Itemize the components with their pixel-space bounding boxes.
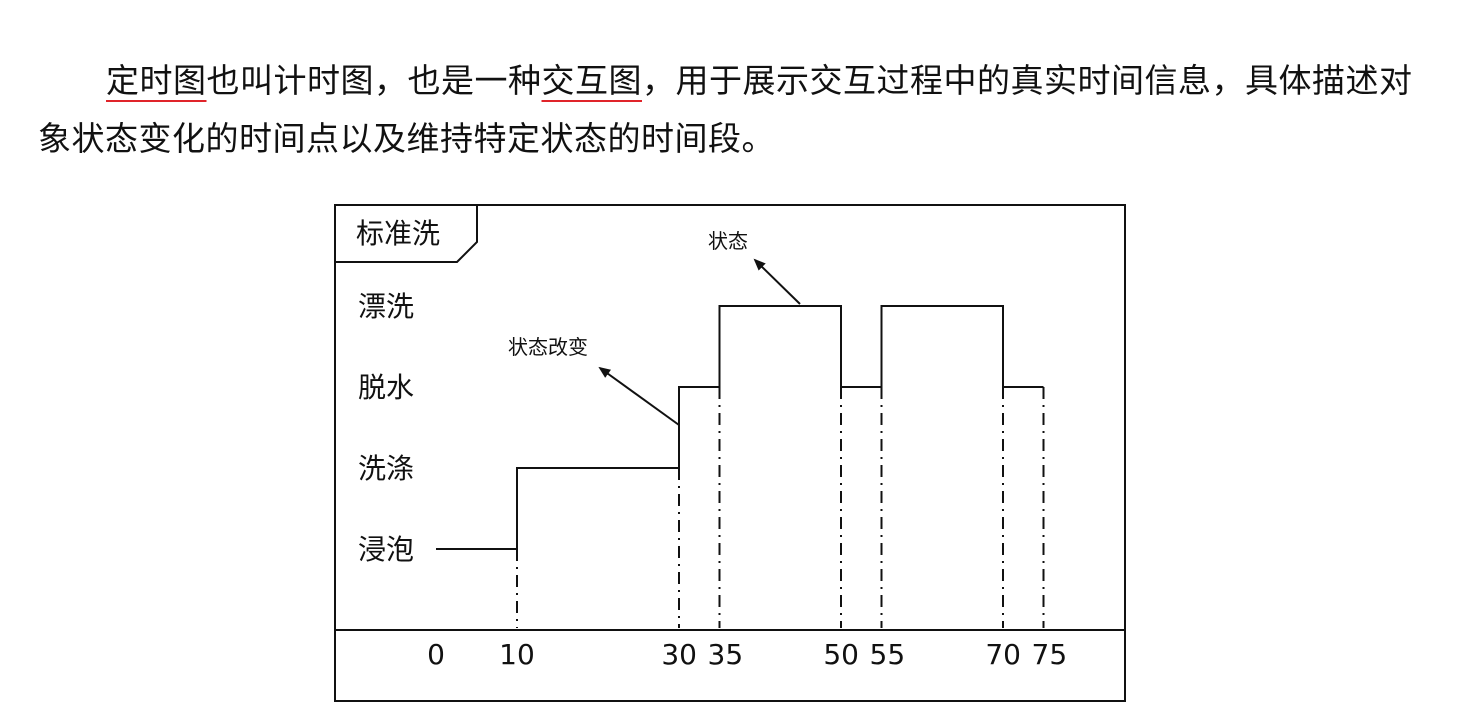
term-interaction-diagram: 交互图: [541, 61, 642, 100]
diagram-frame: [334, 204, 1126, 702]
time-tick-label: 30: [661, 638, 697, 671]
time-tick-label: 55: [870, 638, 906, 671]
state-change-annotation-arrow: [598, 366, 680, 426]
state-label-rinse: 漂洗: [358, 290, 414, 323]
time-tick-label: 70: [985, 638, 1021, 671]
state-annotation-arrow: [753, 258, 801, 305]
state-label-soak: 浸泡: [358, 533, 414, 566]
state-timeline: [436, 305, 1044, 550]
state-change-annotation-label: 状态改变: [508, 335, 588, 359]
state-annotation-label: 状态: [708, 229, 748, 253]
time-tick-label: 75: [1032, 638, 1068, 671]
state-label-wash: 洗涤: [358, 452, 414, 485]
paragraph-text-1: 也叫计时图，也是一种: [206, 61, 542, 100]
time-tick-label: 50: [823, 638, 859, 671]
time-tick-label: 0: [427, 638, 445, 671]
frame-label-tab: [335, 205, 478, 263]
paragraph-text-2: ，用于展示交互过程中的真实时间信息，具体描述对象状态变化的时间点以及维持特定状态…: [38, 61, 1413, 158]
term-timing-diagram: 定时图: [106, 61, 207, 100]
frame-label: 标准洗: [356, 217, 440, 250]
time-tick-label: 10: [499, 638, 535, 671]
intro-paragraph: 定时图也叫计时图，也是一种交互图，用于展示交互过程中的真实时间信息，具体描述对象…: [38, 52, 1418, 168]
time-tick-label: 35: [708, 638, 744, 671]
state-label-spin: 脱水: [358, 371, 414, 404]
